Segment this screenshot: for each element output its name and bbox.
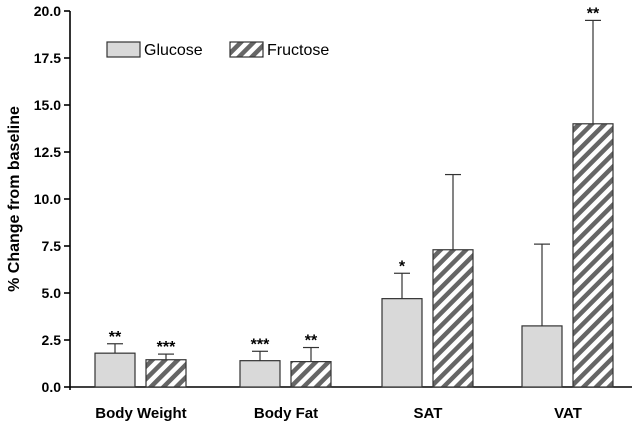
x-category-label: VAT <box>554 405 582 422</box>
bar-fructose-0 <box>145 359 187 388</box>
y-tick-label: 10.0 <box>34 191 61 207</box>
legend-swatch-fructose <box>229 41 264 58</box>
significance-label: ** <box>305 333 318 350</box>
y-tick-label: 0.0 <box>42 379 62 395</box>
y-tick-label: 17.5 <box>34 50 61 66</box>
significance-label: *** <box>157 339 176 356</box>
significance-label: * <box>399 258 406 275</box>
bar-fructose-3 <box>572 123 614 388</box>
y-tick-label: 2.5 <box>42 332 62 348</box>
bar-glucose-2 <box>381 298 423 388</box>
y-tick-label: 12.5 <box>34 144 61 160</box>
significance-label: ** <box>587 5 600 22</box>
legend-label-glucose: Glucose <box>144 42 203 59</box>
y-tick-label: 15.0 <box>34 97 61 113</box>
y-tick-label: 5.0 <box>42 285 62 301</box>
bar-glucose-0 <box>94 352 136 388</box>
legend-label-fructose: Fructose <box>267 42 329 59</box>
y-tick-label: 7.5 <box>42 238 62 254</box>
bar-fructose-1 <box>290 361 332 388</box>
significance-label: *** <box>251 336 270 353</box>
x-category-label: Body Weight <box>95 405 186 422</box>
y-tick-label: 20.0 <box>34 3 61 19</box>
x-category-label: SAT <box>414 405 443 422</box>
bar-glucose-3 <box>521 325 563 388</box>
x-category-label: Body Fat <box>254 405 318 422</box>
y-axis-title: % Change from baseline <box>6 106 23 292</box>
legend-swatch-glucose <box>106 41 141 58</box>
significance-label: ** <box>109 329 122 346</box>
bar-glucose-1 <box>239 360 281 388</box>
bar-fructose-2 <box>432 249 474 388</box>
